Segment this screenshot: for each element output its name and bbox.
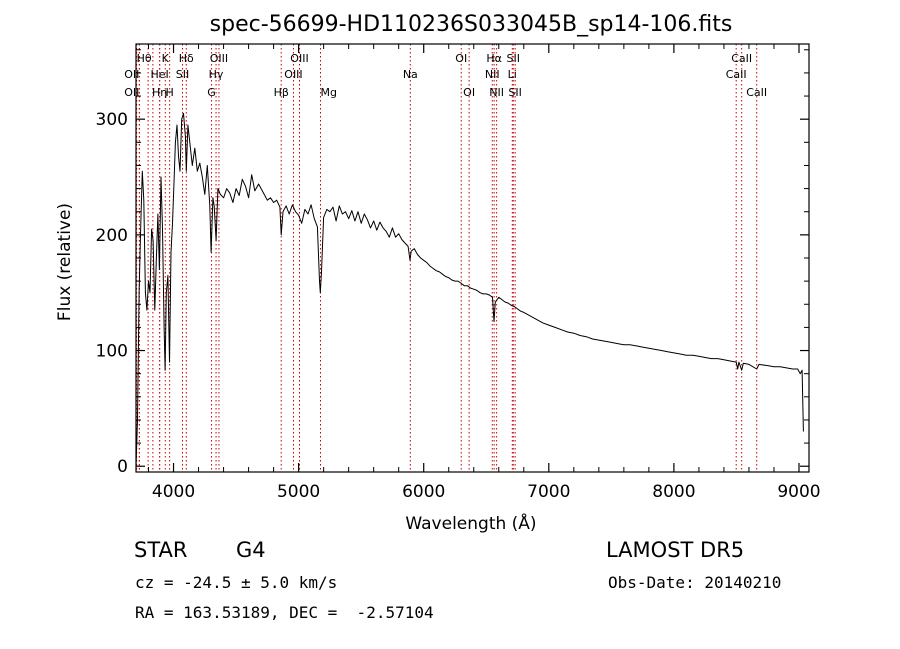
y-tick-label: 300 [96,110,128,130]
x-tick-label: 4000 [152,482,195,502]
line-label: Hβ [274,86,289,99]
x-tick-label: 6000 [402,482,445,502]
x-tick-label: 7000 [527,482,570,502]
object-subclass: G4 [236,538,266,562]
line-label: OIII [290,52,308,65]
y-axis-label: Flux (relative) [55,203,75,321]
line-label: OII [124,86,139,99]
ra-dec-coordinates: RA = 163.53189, DEC = -2.57104 [135,603,434,622]
line-label: K [162,52,170,65]
chart-title: spec-56699-HD110236S033045B_sp14-106.fit… [210,12,733,37]
line-label: Hδ [179,52,194,65]
line-label: SII [508,86,521,99]
line-label: HeI [150,68,168,81]
line-labels: HθOIIOIIHeIHηKHSIIHδHγGOIIIHβOIIIOIIIMgN… [124,52,767,99]
line-label: Hα [486,52,502,65]
line-label: CaII [731,52,752,65]
line-label: NII [489,86,504,99]
object-class: STAR [134,538,188,562]
line-label: CaII [746,86,767,99]
line-label: NII [485,68,500,81]
line-label: Li [508,68,517,81]
line-label: CaII [726,68,747,81]
line-label: H [166,86,174,99]
survey-name: LAMOST DR5 [606,538,745,562]
x-axis-label: Wavelength (Å) [405,512,536,534]
spectrum-line-0 [135,112,804,467]
x-tick-label: 8000 [652,482,695,502]
spectrum-series [135,112,804,467]
plot-frame [135,43,810,473]
redshift-cz: cz = -24.5 ± 5.0 km/s [135,573,338,592]
line-label: Hθ [137,52,152,65]
line-label: SII [176,68,189,81]
line-markers [136,44,758,472]
y-tick-label: 0 [117,457,128,477]
line-label: Na [403,68,418,81]
line-label: Mg [321,86,337,99]
line-label: OI [463,86,475,99]
line-label: OIII [210,52,228,65]
observation-date: Obs-Date: 20140210 [608,573,782,592]
y-tick-label: 200 [96,226,128,246]
axis-ticks: 4000 5000 6000 7000 8000 9000 0 100 200 300 [96,44,821,502]
line-label: SII [507,52,520,65]
line-label: OI [455,52,467,65]
line-label: Hγ [209,68,224,81]
line-label: OIII [284,68,302,81]
line-label: G [207,86,216,99]
x-tick-label: 9000 [777,482,820,502]
line-label: OII [124,68,139,81]
y-tick-label: 100 [96,342,128,362]
line-label: Hη [152,86,167,99]
x-tick-label: 5000 [277,482,320,502]
